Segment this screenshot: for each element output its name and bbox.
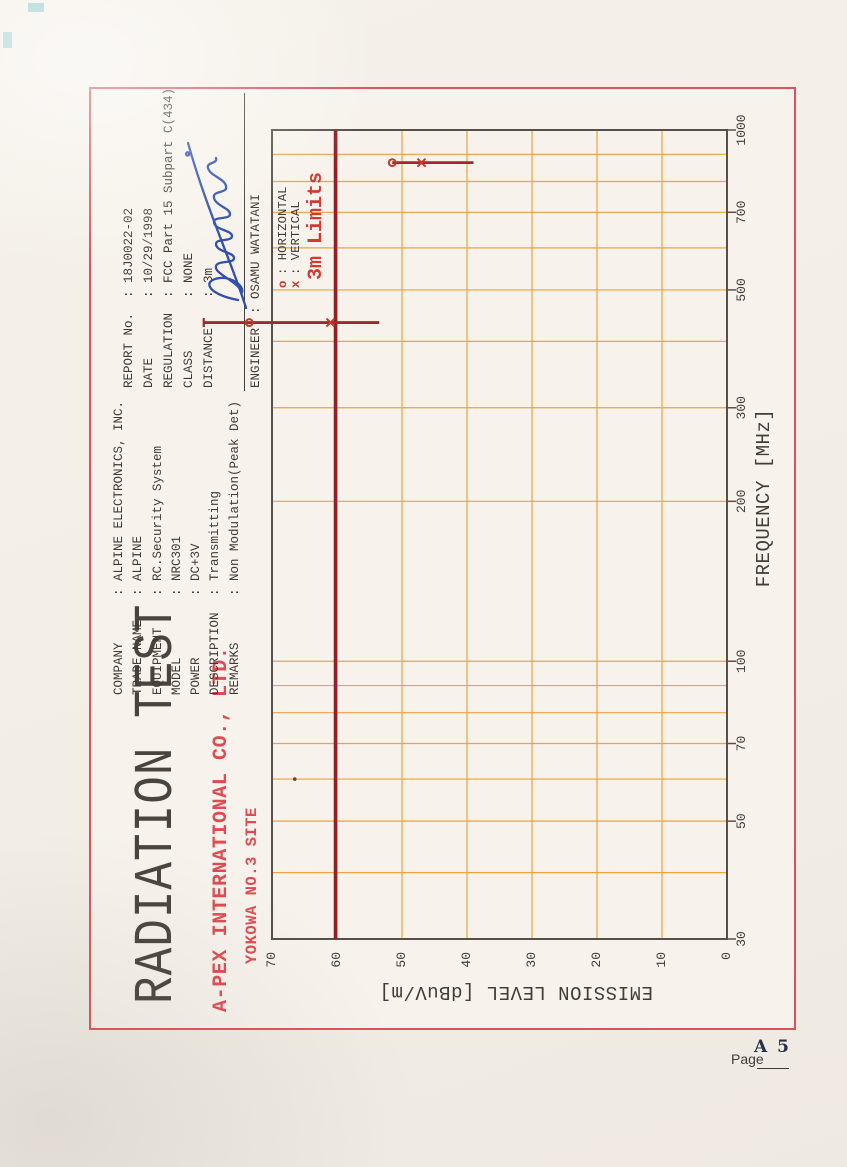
freq-tick-label: 50: [734, 813, 749, 829]
legend-label: : VERTICAL: [289, 201, 303, 275]
equipment-row-label: REMARKS: [227, 642, 242, 695]
test-site-name: YOKOWA NO.3 SITE: [243, 807, 261, 964]
freq-tick-label: 30: [734, 931, 749, 947]
report-row: REPORT No. : 18J0022-02: [122, 88, 136, 388]
scan-artifact-dot: [292, 777, 297, 781]
equipment-row-value: : Non Modulation(Peak Det): [227, 400, 242, 596]
equipment-row-label: DESCRIPTION: [208, 612, 223, 695]
freq-tick-label: 200: [734, 489, 749, 514]
data-point-horizontal: [387, 158, 397, 168]
level-tick-label: 20: [589, 952, 604, 968]
polarization-legend: o: HORIZONTAL x: VERTICAL: [276, 186, 303, 288]
equipment-info-block: COMPANY : ALPINE ELECTRONICS, INC. TRADE N…: [112, 400, 248, 695]
freq-tick-label: 70: [734, 735, 749, 752]
equipment-row-value: : DC+3V: [189, 543, 204, 596]
x-axis-title: FREQUENCY [MHz]: [753, 408, 775, 588]
page-footer-underline: [757, 1068, 789, 1069]
level-tick-label: 10: [654, 952, 669, 968]
equipment-row: EQUIPMENT : RC.Security System: [150, 401, 165, 695]
report-row: REGULATION : FCC Part 15 Subpart C(434): [162, 87, 176, 388]
legend-marker-x-icon: x: [289, 280, 303, 288]
equipment-row-value: : ALPINE: [131, 535, 146, 596]
report-row: DATE : 10/29/1998: [142, 88, 156, 388]
level-tick-label: 50: [394, 952, 409, 968]
equipment-row-label: POWER: [189, 657, 204, 695]
freq-tick-label: 700: [734, 200, 749, 224]
page-footer-label: Page: [731, 1051, 764, 1067]
equipment-row-value: : RC.Security System: [150, 445, 165, 596]
report-row-label: DATE: [142, 357, 156, 388]
emission-chart: [202, 129, 736, 940]
equipment-row-label: COMPANY: [112, 642, 126, 695]
scan-registration-mark: [3, 32, 12, 48]
equipment-row-label: MODEL: [169, 657, 184, 695]
report-row-label: REPORT No.: [122, 312, 136, 388]
level-tick-label: 40: [459, 952, 474, 968]
data-point-vertical: [416, 157, 427, 168]
equipment-row: REMARKS : Non Modulation(Peak Det): [227, 400, 242, 695]
data-point-horizontal: [244, 318, 254, 327]
handwritten-page-number: A 5: [754, 1037, 791, 1057]
equipment-row: DESCRIPTION : Transmitting: [208, 401, 223, 695]
freq-tick-label: 300: [734, 396, 749, 420]
equipment-row-value: : ALPINE ELECTRONICS, INC.: [112, 400, 126, 596]
equipment-row: MODEL : NRC301: [169, 401, 184, 695]
equipment-row-value: : NRC301: [169, 535, 184, 596]
equipment-row-label: EQUIPMENT: [150, 627, 165, 695]
engineer-signature: [184, 141, 248, 310]
report-row-value: : 10/29/1998: [142, 207, 156, 298]
legend-label: : HORIZONTAL: [276, 186, 290, 275]
level-tick-label: 0: [719, 952, 734, 960]
level-tick-label: 70: [264, 952, 279, 968]
data-point-vertical: [325, 317, 336, 328]
level-tick-label: 60: [329, 952, 344, 968]
equipment-row: POWER : DC+3V: [189, 401, 204, 695]
report-form: RADIATION TEST A-PEX INTERNATIONAL CO., …: [89, 87, 796, 1030]
limit-line-label: 3m Limits: [305, 171, 328, 280]
freq-tick-label: 500: [734, 278, 749, 302]
scan-registration-mark: [28, 3, 44, 12]
y-axis-title: EMISSION LEVEL [dBuV/m]: [379, 981, 653, 1003]
organization-name: A-PEX INTERNATIONAL CO., LTD.: [210, 646, 233, 1012]
chart-svg: [202, 129, 736, 940]
equipment-row-value: : Transmitting: [208, 490, 223, 596]
chart-border: [271, 129, 728, 940]
equipment-row: COMPANY : ALPINE ELECTRONICS, INC.: [112, 400, 126, 695]
report-row-value: : 18J0022-02: [122, 207, 136, 298]
level-tick-label: 30: [524, 952, 539, 968]
report-row-value: : FCC Part 15 Subpart C(434): [162, 87, 176, 298]
legend-row: x : VERTICAL: [289, 186, 303, 288]
freq-tick-label: 100: [734, 649, 749, 673]
report-row-label: REGULATION: [162, 312, 176, 388]
equipment-row-label: TRADE NAME: [131, 619, 146, 695]
freq-tick-label: 1000: [734, 114, 749, 146]
equipment-row: TRADE NAME : ALPINE: [131, 401, 146, 695]
